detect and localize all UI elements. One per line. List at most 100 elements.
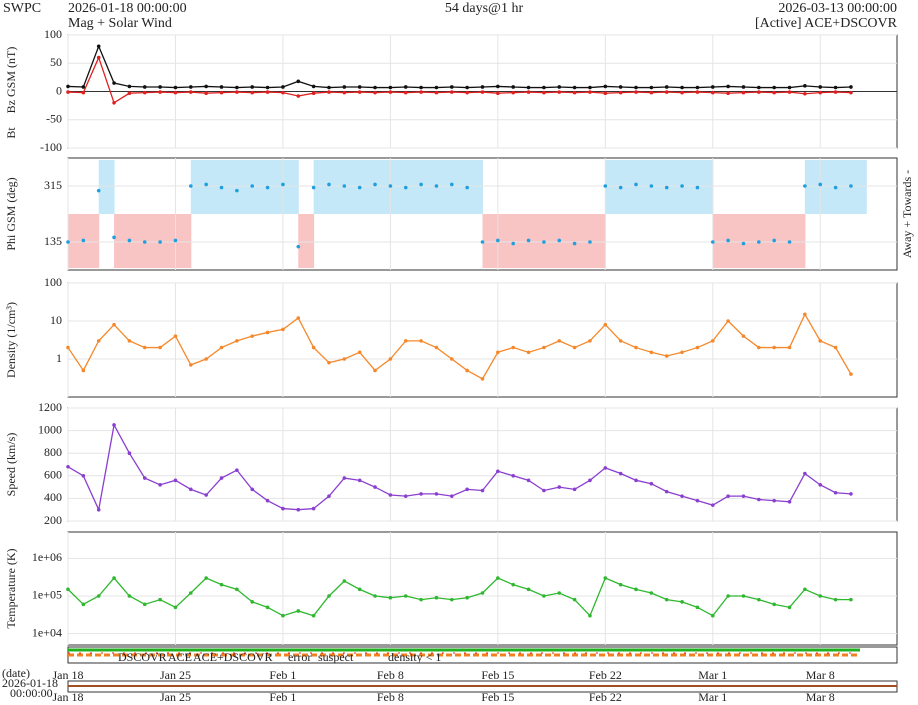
x-tick-label: Feb 8 xyxy=(377,668,404,682)
data-point xyxy=(235,468,239,472)
sector-shade xyxy=(298,214,315,268)
data-point xyxy=(357,90,362,94)
data-point xyxy=(465,487,469,492)
data-point xyxy=(787,85,792,90)
y-tick-label: 50 xyxy=(50,55,62,69)
y-tick-label: 315 xyxy=(44,178,62,192)
data-point xyxy=(664,354,669,358)
status-legend: error xyxy=(288,650,311,664)
data-point xyxy=(112,235,116,240)
data-point xyxy=(726,319,730,323)
data-point xyxy=(496,238,500,243)
series-line xyxy=(67,423,851,512)
status-legend: ACE xyxy=(168,650,192,664)
data-point xyxy=(849,597,853,602)
data-point xyxy=(849,372,853,376)
data-point xyxy=(496,91,500,95)
sector-shade xyxy=(789,214,806,268)
data-point xyxy=(695,90,700,94)
panel-frame xyxy=(67,531,898,646)
data-point xyxy=(480,488,485,493)
sector-shade xyxy=(236,160,253,214)
data-point xyxy=(695,345,700,350)
data-point xyxy=(849,90,853,95)
y-axis-label: Phi GSM (deg) xyxy=(4,177,18,250)
data-point xyxy=(588,90,592,94)
data-point xyxy=(664,90,669,94)
data-point xyxy=(281,90,285,95)
data-point xyxy=(542,488,546,493)
data-point xyxy=(373,368,377,373)
sector-shade xyxy=(743,214,760,268)
data-point xyxy=(357,350,362,355)
data-point xyxy=(296,507,301,512)
span: 54 days@1 hr xyxy=(445,1,524,16)
data-point xyxy=(158,240,162,244)
data-point xyxy=(357,85,362,89)
data-point xyxy=(388,493,393,497)
data-point xyxy=(618,471,623,476)
data-point xyxy=(281,613,285,618)
data-point xyxy=(189,591,193,595)
sector-shade xyxy=(436,160,453,214)
data-point xyxy=(265,85,270,90)
data-point xyxy=(219,185,224,190)
data-point xyxy=(603,466,608,470)
data-point xyxy=(695,498,700,503)
data-point xyxy=(787,90,792,94)
data-point xyxy=(757,85,761,90)
data-point xyxy=(388,357,393,361)
data-point xyxy=(542,240,546,244)
data-point xyxy=(496,84,500,89)
sector-shade xyxy=(114,214,130,268)
end-time: 2026-03-13 00:00:00 xyxy=(778,1,897,16)
data-point xyxy=(357,587,362,592)
data-point xyxy=(96,594,101,598)
data-point xyxy=(634,478,638,483)
data-point xyxy=(618,85,623,89)
data-point xyxy=(695,605,700,610)
sector-shade xyxy=(513,214,530,268)
data-point xyxy=(803,84,807,88)
sector-shade xyxy=(175,214,192,268)
data-point xyxy=(434,85,439,90)
data-point xyxy=(726,494,730,498)
sector-shade xyxy=(344,160,361,214)
x-tick-label: Feb 1 xyxy=(269,668,296,682)
data-point xyxy=(434,184,439,188)
data-point xyxy=(265,330,270,335)
footer-date: 2026-01-18 xyxy=(2,676,58,690)
sector-shade xyxy=(589,214,606,268)
data-point xyxy=(680,600,684,604)
sector-shade xyxy=(252,160,269,214)
data-point xyxy=(311,91,316,95)
sector-shade xyxy=(267,160,284,214)
data-point xyxy=(480,377,485,381)
data-point xyxy=(772,90,776,95)
sector-shade xyxy=(328,160,345,214)
data-point xyxy=(158,483,162,487)
x-tick-label: Feb 22 xyxy=(589,668,622,682)
data-point xyxy=(265,185,270,190)
data-point xyxy=(189,85,193,89)
data-point xyxy=(649,591,654,595)
data-point xyxy=(296,609,301,613)
data-point xyxy=(695,185,700,190)
y-tick-label: 10 xyxy=(50,313,62,327)
sector-shade xyxy=(758,214,775,268)
data-point xyxy=(434,595,439,600)
sector-shade xyxy=(574,214,591,268)
data-point xyxy=(403,90,408,95)
data-point xyxy=(235,587,239,592)
data-point xyxy=(265,90,270,94)
data-point xyxy=(803,312,807,317)
data-point xyxy=(373,485,377,489)
subtitle: Mag + Solar Wind xyxy=(68,16,172,31)
y-tick-label: 1e+05 xyxy=(32,588,62,602)
data-point xyxy=(235,90,239,94)
data-point xyxy=(327,182,331,187)
data-point xyxy=(373,594,377,598)
data-point xyxy=(204,91,208,95)
data-point xyxy=(296,79,301,84)
data-point xyxy=(403,85,408,89)
